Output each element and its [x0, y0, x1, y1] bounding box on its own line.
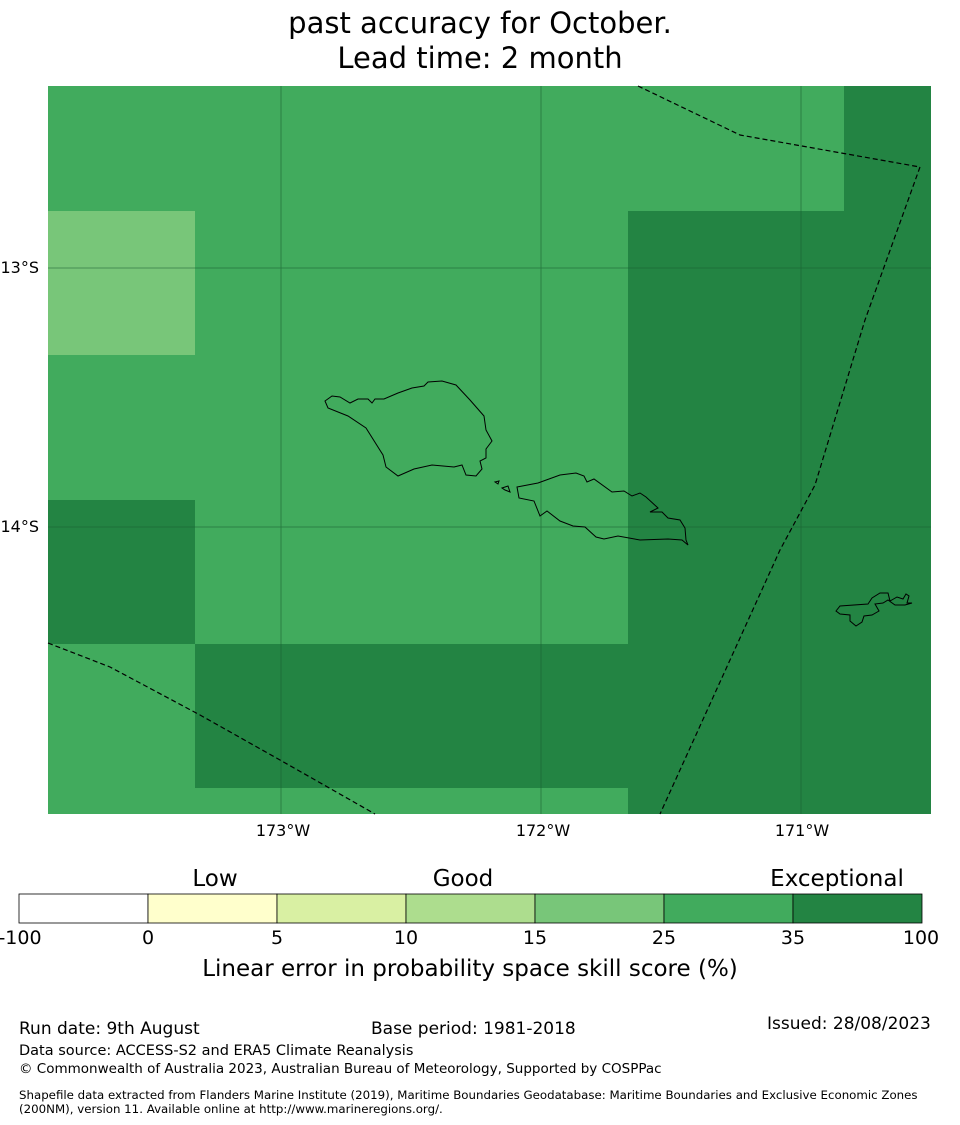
colorbar-category-good: Good: [432, 866, 494, 892]
apolima-island-outline: [493, 480, 500, 485]
colorbar-swatch: [663, 893, 794, 924]
colorbar-tick: 10: [393, 927, 419, 949]
colorbar-swatch: [792, 893, 923, 924]
grid-cell-light-west: [48, 211, 195, 355]
colorbar: [18, 893, 923, 924]
colorbar-tick: 15: [522, 927, 548, 949]
issued-date: Issued: 28/08/2023: [767, 1014, 931, 1034]
tutuila-island-outline: [835, 592, 913, 627]
colorbar-swatch: [534, 893, 665, 924]
copyright: © Commonwealth of Australia 2023, Austra…: [19, 1061, 662, 1077]
colorbar-tick: 0: [141, 927, 155, 949]
colorbar-axis-label: Linear error in probability space skill …: [202, 956, 738, 982]
grid-cell-dark-west: [48, 500, 195, 644]
graticule: [48, 86, 931, 814]
colorbar-tick: 35: [780, 927, 806, 949]
map-title-line-2: Lead time: 2 month: [337, 41, 623, 75]
base-period: Base period: 1981-2018: [371, 1019, 576, 1039]
colorbar-tick: 5: [270, 927, 284, 949]
colorbar-category-exceptional: Exceptional: [770, 866, 904, 892]
grid-cell-dark-east: [628, 211, 931, 814]
lon-label-171w: 171°W: [774, 821, 830, 840]
colorbar-swatch: [276, 893, 407, 924]
grid-cell-dark-south: [195, 644, 628, 788]
map-title-line-1: past accuracy for October.: [288, 6, 672, 40]
lat-label-13s: 13°S: [0, 258, 39, 277]
eez-boundary-north: [637, 85, 921, 168]
eez-boundary-southwest: [47, 642, 376, 815]
grid-cell-dark-northeast: [844, 86, 931, 211]
manono-island-outline: [500, 485, 511, 493]
upolu-island-outline: [516, 472, 689, 546]
colorbar-category-low: Low: [192, 866, 238, 892]
colorbar-swatch: [405, 893, 536, 924]
islands: [324, 380, 913, 627]
shapefile-credit-line-1: Shapefile data extracted from Flanders M…: [19, 1088, 918, 1102]
colorbar-swatch: [147, 893, 278, 924]
shapefile-credit-line-2: (200NM), version 11. Available online at…: [19, 1102, 443, 1116]
skill-grid: [48, 86, 931, 814]
eez-boundary-east: [659, 166, 921, 815]
lon-label-173w: 173°W: [255, 821, 311, 840]
colorbar-tick: 25: [651, 927, 677, 949]
colorbar-tick: -100: [0, 927, 42, 949]
data-source: Data source: ACCESS-S2 and ERA5 Climate …: [19, 1043, 414, 1059]
eez-boundaries: [47, 85, 921, 815]
colorbar-tick: 100: [902, 927, 940, 949]
lat-label-14s: 14°S: [0, 517, 39, 536]
savaii-island-outline: [324, 380, 493, 477]
colorbar-swatch: [18, 893, 149, 924]
lon-label-172w: 172°W: [515, 821, 571, 840]
run-date: Run date: 9th August: [19, 1019, 200, 1039]
